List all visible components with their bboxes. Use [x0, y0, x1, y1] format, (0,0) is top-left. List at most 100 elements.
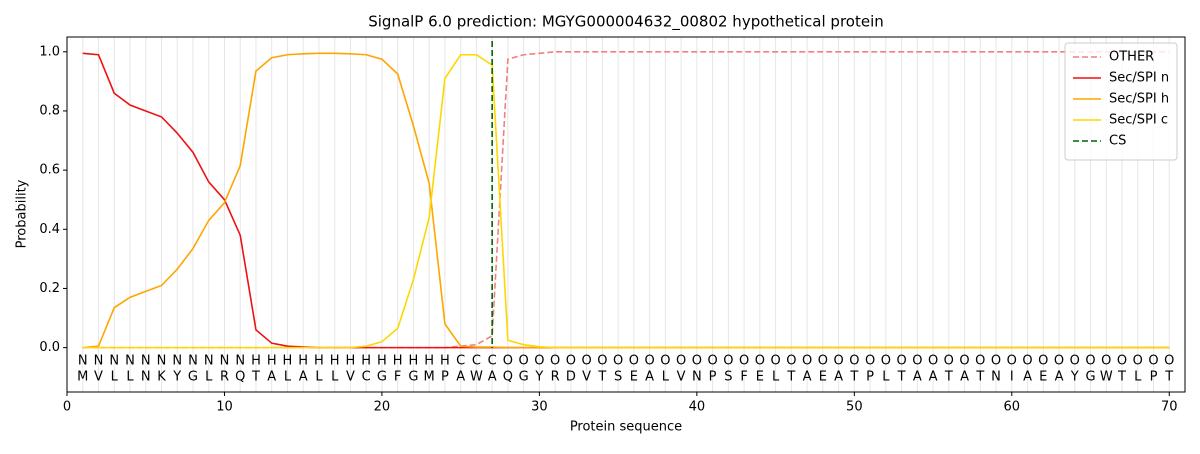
residue-label: G	[377, 370, 387, 385]
residue-label: N	[141, 370, 151, 385]
region-label: O	[739, 353, 749, 368]
region-label: O	[896, 353, 906, 368]
region-label: H	[409, 353, 419, 368]
residue-label: E	[630, 370, 638, 385]
residue-label: N	[991, 370, 1001, 385]
region-label: O	[975, 353, 985, 368]
residue-label: A	[645, 370, 654, 385]
x-tick-label: 40	[689, 400, 706, 415]
legend-label: Sec/SPI c	[1109, 113, 1168, 128]
region-label: C	[488, 353, 497, 368]
residue-label: N	[692, 370, 702, 385]
region-label: O	[534, 353, 544, 368]
region-label: O	[629, 353, 639, 368]
residue-label: T	[251, 370, 260, 385]
residue-label: F	[394, 370, 401, 385]
chart-title: SignalP 6.0 prediction: MGYG000004632_00…	[368, 13, 884, 32]
region-label: O	[582, 353, 592, 368]
region-label: O	[881, 353, 891, 368]
residue-label: M	[77, 370, 88, 385]
plot-frame	[66, 36, 1186, 393]
region-label: N	[157, 353, 167, 368]
residue-label: P	[709, 370, 717, 385]
residue-label: T	[597, 370, 606, 385]
residue-label: V	[582, 370, 591, 385]
plot-area	[82, 41, 1170, 349]
x-tick-label: 0	[63, 400, 71, 415]
residue-label: A	[299, 370, 308, 385]
region-label: O	[928, 353, 938, 368]
region-label: H	[314, 353, 324, 368]
region-label: O	[755, 353, 765, 368]
residue-label: L	[662, 370, 670, 385]
residue-label: G	[408, 370, 418, 385]
residue-label: E	[1039, 370, 1047, 385]
legend-label: Sec/SPI h	[1109, 92, 1169, 107]
region-label: N	[188, 353, 198, 368]
region-label: O	[1133, 353, 1143, 368]
residue-label: T	[944, 370, 953, 385]
y-axis-label: Probability	[15, 179, 30, 248]
residue-label: I	[1010, 370, 1014, 385]
residue-label: A	[803, 370, 812, 385]
region-label: O	[1148, 353, 1158, 368]
region-label: H	[283, 353, 293, 368]
residue-label: M	[424, 370, 435, 385]
region-label: O	[959, 353, 969, 368]
residue-label: L	[882, 370, 890, 385]
residue-label: G	[519, 370, 529, 385]
residue-label: A	[488, 370, 497, 385]
residue-label: A	[267, 370, 276, 385]
region-label: N	[204, 353, 214, 368]
region-label: H	[393, 353, 403, 368]
y-tick-label: 0.2	[39, 281, 60, 296]
residue-label: Y	[1070, 370, 1079, 385]
region-label: N	[141, 353, 151, 368]
legend-label: Sec/SPI n	[1109, 71, 1169, 86]
x-axis-label: Protein sequence	[570, 420, 682, 435]
y-tick-label: 1.0	[39, 44, 60, 59]
x-tick-label: 30	[531, 400, 548, 415]
residue-label: A	[960, 370, 969, 385]
region-label: H	[267, 353, 277, 368]
residue-label: A	[929, 370, 938, 385]
residue-label: E	[819, 370, 827, 385]
residue-label: A	[834, 370, 843, 385]
region-label: O	[519, 353, 529, 368]
region-label: O	[1054, 353, 1064, 368]
x-tick-label: 50	[846, 400, 863, 415]
x-tick-label: 20	[374, 400, 391, 415]
region-label: O	[833, 353, 843, 368]
residue-label: L	[1134, 370, 1142, 385]
residue-label: L	[111, 370, 119, 385]
residue-label: L	[315, 370, 323, 385]
region-label: N	[220, 353, 230, 368]
residue-label: K	[157, 370, 166, 385]
residue-label: T	[975, 370, 984, 385]
region-label: O	[1022, 353, 1032, 368]
residue-label: C	[362, 370, 371, 385]
region-label: O	[786, 353, 796, 368]
y-tick-label: 0.4	[39, 222, 60, 237]
region-label: H	[330, 353, 340, 368]
residue-label: P	[441, 370, 449, 385]
residue-label: L	[772, 370, 780, 385]
residue-label: P	[866, 370, 874, 385]
region-label: O	[660, 353, 670, 368]
legend-label: OTHER	[1109, 50, 1154, 65]
region-label: O	[849, 353, 859, 368]
residue-label: T	[786, 370, 795, 385]
region-label: O	[723, 353, 733, 368]
region-label: O	[566, 353, 576, 368]
residue-label: V	[346, 370, 355, 385]
residue-label: A	[913, 370, 922, 385]
region-label: O	[865, 353, 875, 368]
region-label: O	[1101, 353, 1111, 368]
residue-label: S	[724, 370, 732, 385]
region-label: H	[346, 353, 356, 368]
region-label: N	[235, 353, 245, 368]
region-label: N	[109, 353, 119, 368]
region-label: O	[818, 353, 828, 368]
residue-label: R	[551, 370, 560, 385]
